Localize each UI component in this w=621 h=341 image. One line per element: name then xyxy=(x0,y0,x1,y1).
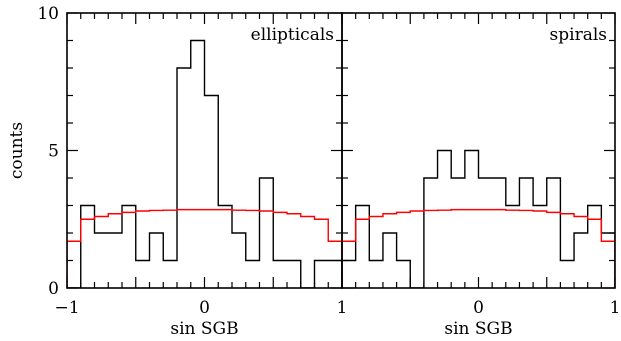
y-tick-label: 10 xyxy=(37,4,59,24)
x-tick-label: 1 xyxy=(610,298,621,318)
x-tick-label: 0 xyxy=(473,298,484,318)
x-axis-label: sin SGB xyxy=(444,319,512,339)
x-axis-label: sin SGB xyxy=(170,319,238,339)
x-tick-label: −1 xyxy=(54,298,79,318)
panel-label: spirals xyxy=(550,25,607,45)
y-axis-label: counts xyxy=(7,122,27,179)
y-tick-label: 0 xyxy=(48,279,59,299)
model-curve xyxy=(342,208,615,288)
histogram-series xyxy=(342,149,615,288)
panel-label: ellipticals xyxy=(251,25,334,45)
histogram-series xyxy=(67,39,342,288)
model-curve xyxy=(67,208,342,288)
x-tick-label: 1 xyxy=(337,298,348,318)
y-tick-label: 5 xyxy=(48,142,59,162)
panel-right: 0 1 sin SGB spirals xyxy=(341,12,621,339)
x-tick-label: 0 xyxy=(199,298,210,318)
